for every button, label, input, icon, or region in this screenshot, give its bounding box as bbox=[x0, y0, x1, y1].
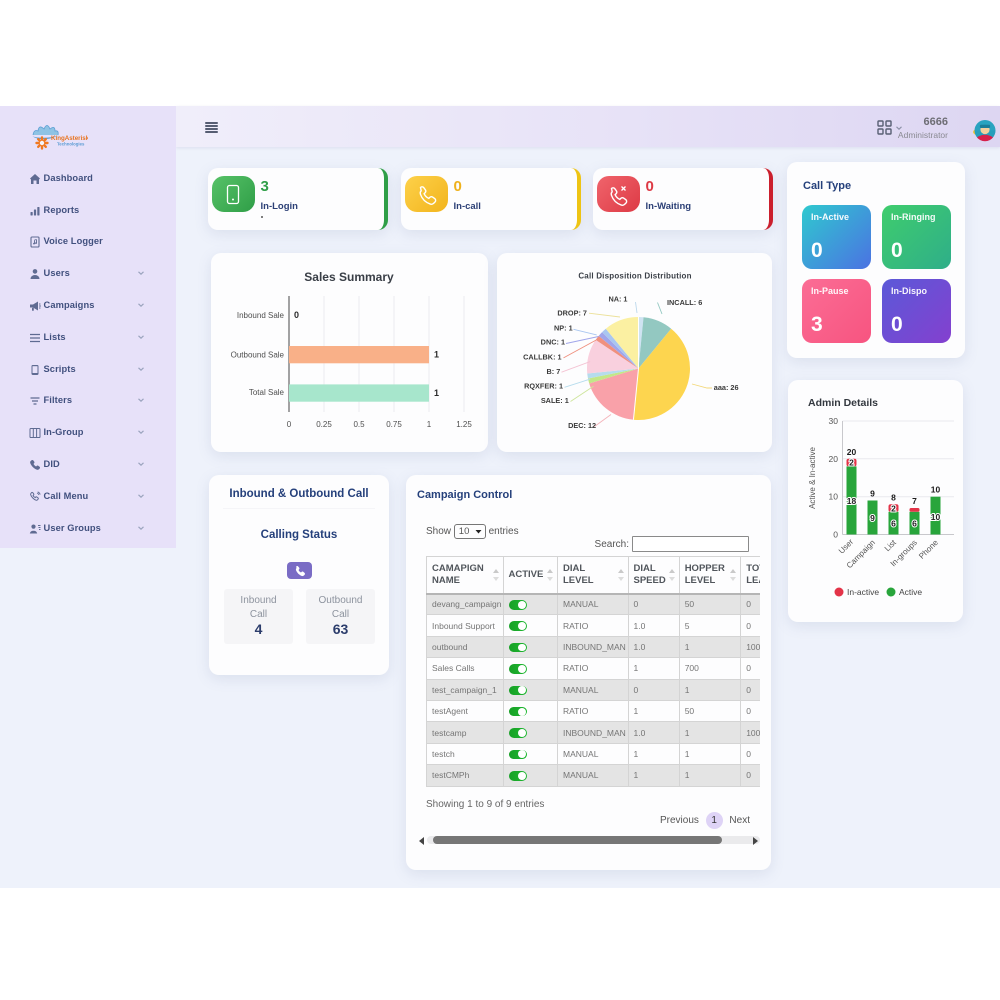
svg-text:Technologies: Technologies bbox=[57, 142, 85, 147]
svg-text:KingAsterisk: KingAsterisk bbox=[51, 135, 88, 142]
